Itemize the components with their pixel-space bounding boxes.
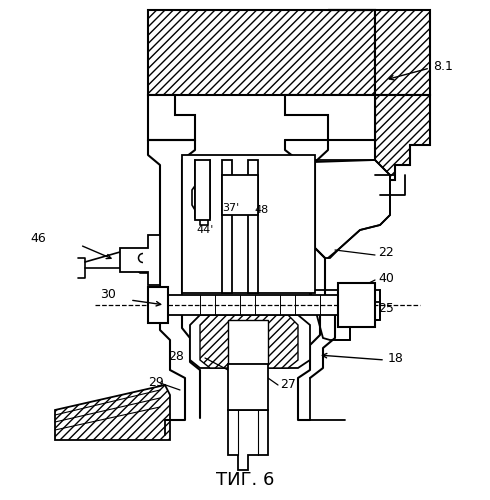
Polygon shape xyxy=(120,235,160,285)
Polygon shape xyxy=(200,315,298,368)
Polygon shape xyxy=(182,155,315,293)
Polygon shape xyxy=(228,364,268,410)
Polygon shape xyxy=(228,320,268,364)
Polygon shape xyxy=(285,95,375,140)
Polygon shape xyxy=(222,160,232,293)
Polygon shape xyxy=(375,95,430,180)
Text: 37': 37' xyxy=(222,203,239,213)
Polygon shape xyxy=(55,385,170,440)
Polygon shape xyxy=(195,160,210,220)
Polygon shape xyxy=(148,10,375,95)
Polygon shape xyxy=(338,283,375,327)
Polygon shape xyxy=(328,10,430,95)
Polygon shape xyxy=(248,160,258,293)
Text: 18: 18 xyxy=(388,352,404,364)
Polygon shape xyxy=(310,290,380,340)
Polygon shape xyxy=(190,315,310,368)
Polygon shape xyxy=(148,95,195,140)
Text: 25: 25 xyxy=(378,302,394,314)
Text: 46: 46 xyxy=(30,232,46,244)
Text: 22: 22 xyxy=(378,246,394,260)
Polygon shape xyxy=(228,410,268,470)
Polygon shape xyxy=(165,295,355,315)
Text: 28: 28 xyxy=(168,350,184,362)
Text: 40: 40 xyxy=(378,272,394,284)
Text: 29: 29 xyxy=(148,376,164,388)
Text: 48: 48 xyxy=(254,205,268,215)
Text: 30: 30 xyxy=(100,288,116,302)
Polygon shape xyxy=(222,175,258,215)
Polygon shape xyxy=(298,160,390,258)
Text: 44': 44' xyxy=(196,225,213,235)
Text: 27: 27 xyxy=(280,378,296,392)
Text: ΤИГ. 6: ΤИГ. 6 xyxy=(216,471,274,489)
Polygon shape xyxy=(148,287,168,323)
Text: 8.1: 8.1 xyxy=(433,60,453,72)
